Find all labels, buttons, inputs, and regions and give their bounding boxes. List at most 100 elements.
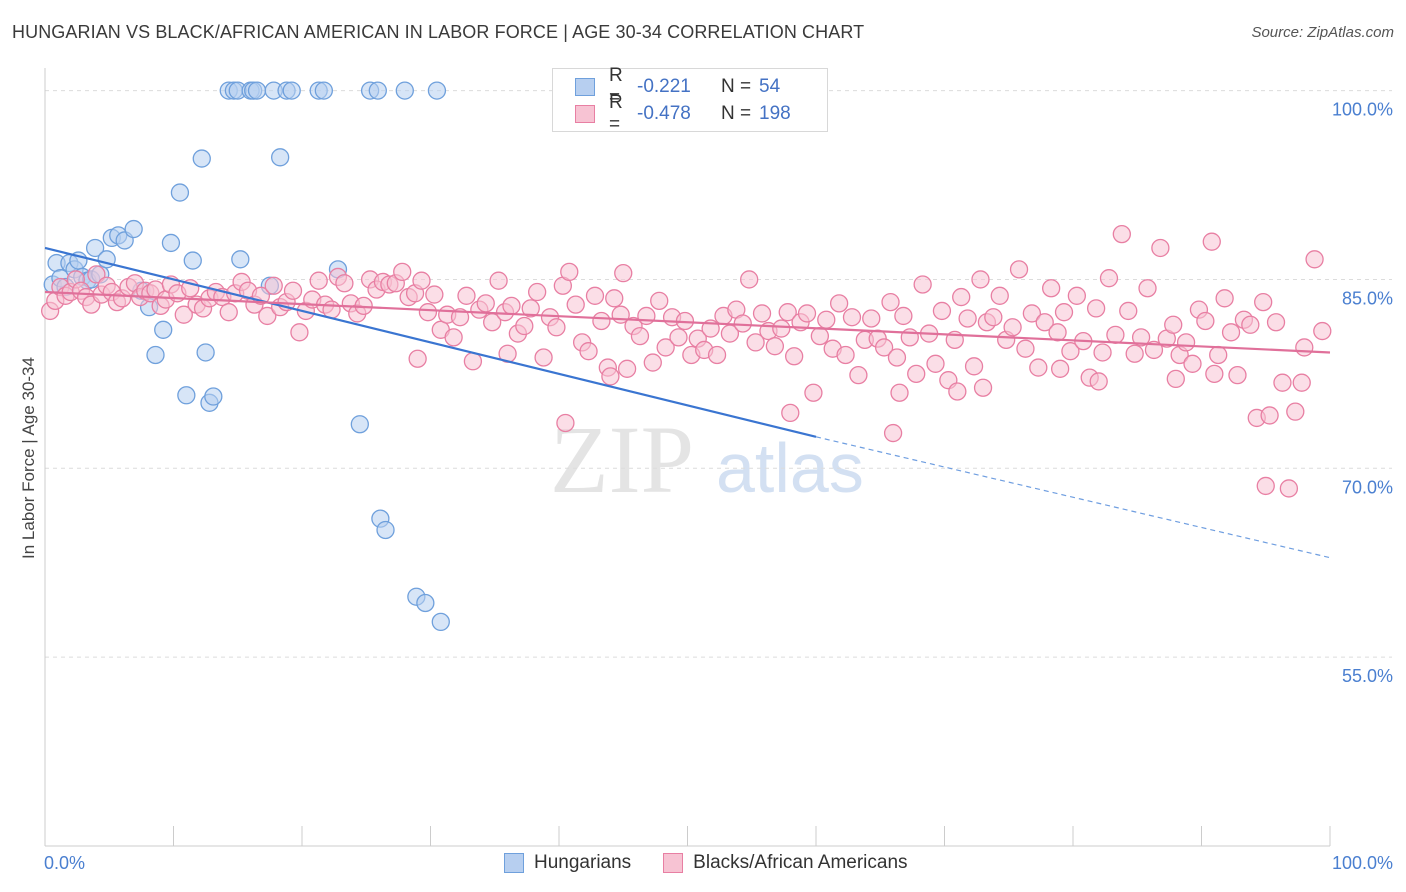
- point-blacks: [887, 348, 907, 367]
- legend-swatch-hungarians: [575, 78, 595, 96]
- point-blacks: [614, 263, 633, 283]
- point-blacks: [1093, 343, 1112, 362]
- legend-r-value: -0.221: [637, 76, 691, 97]
- point-blacks: [1099, 269, 1119, 288]
- point-blacks: [1048, 323, 1067, 342]
- point-blacks: [1151, 238, 1170, 258]
- point-hungarians: [376, 520, 395, 540]
- legend-n-label: N =: [721, 76, 752, 97]
- point-blacks: [883, 423, 903, 443]
- point-hungarians: [85, 238, 105, 258]
- point-blacks: [752, 304, 772, 323]
- trend-lines: [44, 246, 1331, 559]
- point-blacks: [952, 287, 971, 307]
- point-blacks: [1292, 373, 1311, 392]
- point-blacks: [637, 306, 656, 326]
- point-blacks: [579, 342, 598, 361]
- point-hungarians: [350, 415, 369, 434]
- point-blacks: [444, 328, 463, 347]
- grid-lines: [45, 90, 1392, 658]
- point-blacks: [913, 275, 932, 294]
- point-blacks: [1164, 315, 1183, 334]
- point-blacks: [810, 326, 830, 346]
- point-hungarians: [231, 250, 250, 269]
- point-blacks: [1089, 372, 1108, 391]
- point-blacks: [457, 286, 476, 305]
- point-hungarians: [183, 251, 202, 270]
- point-blacks: [958, 309, 977, 328]
- legend-swatch-blacks: [663, 853, 684, 873]
- point-blacks: [585, 286, 605, 305]
- point-blacks: [1256, 476, 1275, 496]
- point-hungarians: [146, 345, 165, 365]
- point-blacks: [476, 294, 495, 313]
- point-blacks: [566, 295, 585, 314]
- point-blacks: [1042, 279, 1061, 298]
- point-blacks: [408, 349, 427, 368]
- point-blacks: [1016, 339, 1035, 358]
- y-axis-title: In Labor Force | Age 30-34: [19, 357, 38, 559]
- point-blacks: [973, 378, 993, 397]
- point-blacks: [1209, 345, 1228, 365]
- point-blacks: [528, 282, 547, 302]
- point-blacks: [1260, 406, 1279, 425]
- point-blacks: [425, 285, 444, 304]
- point-blacks: [412, 271, 431, 290]
- legend-item-blacks[interactable]: Blacks/African Americans: [663, 852, 908, 874]
- trend-line-blacks: [44, 290, 1331, 354]
- point-blacks: [643, 353, 662, 372]
- point-blacks: [617, 359, 637, 378]
- y-tick-label: 85.0%: [1342, 288, 1393, 308]
- point-hungarians: [314, 81, 333, 100]
- point-blacks: [1215, 289, 1234, 308]
- point-hungarians: [177, 386, 196, 405]
- point-blacks: [515, 316, 534, 336]
- point-blacks: [1029, 358, 1048, 377]
- point-blacks: [836, 345, 855, 365]
- legend-r-label: R =: [609, 65, 623, 108]
- point-blacks: [630, 326, 650, 346]
- point-blacks: [1035, 313, 1054, 332]
- point-hungarians: [170, 183, 190, 202]
- point-hungarians: [431, 612, 450, 632]
- point-blacks: [547, 318, 566, 337]
- point-hungarians: [154, 320, 173, 339]
- point-blacks: [1086, 299, 1106, 318]
- point-hungarians: [161, 233, 181, 253]
- point-blacks: [1061, 342, 1080, 361]
- point-hungarians: [271, 148, 290, 167]
- point-blacks: [890, 383, 909, 402]
- legend-label-blacks: Blacks/African Americans: [693, 852, 908, 873]
- point-blacks: [1279, 479, 1299, 498]
- source-label: Source: ZipAtlas.com: [1251, 24, 1394, 41]
- point-blacks: [932, 301, 952, 321]
- point-hungarians: [368, 81, 387, 100]
- point-blacks: [740, 270, 759, 289]
- point-blacks: [785, 347, 804, 366]
- point-hungarians: [282, 81, 301, 100]
- point-blacks: [335, 274, 354, 293]
- trend-line-hungarians-extension: [815, 436, 1331, 559]
- point-blacks: [656, 338, 675, 357]
- legend-item-hungarians[interactable]: Hungarians: [504, 852, 631, 874]
- legend-n-value: 198: [759, 103, 791, 124]
- point-blacks: [290, 323, 309, 342]
- trend-line-hungarians: [44, 246, 817, 438]
- legend-row-hungarians: R = -0.221 N = 54: [575, 65, 780, 108]
- point-hungarians: [192, 149, 211, 168]
- y-tick-label: 100.0%: [1332, 100, 1393, 120]
- point-blacks: [534, 348, 553, 367]
- point-blacks: [907, 364, 926, 384]
- point-blacks: [990, 286, 1009, 305]
- legend-swatch-hungarians: [504, 853, 524, 873]
- point-blacks: [849, 365, 868, 385]
- point-hungarians: [204, 387, 223, 406]
- point-blacks: [1022, 304, 1042, 323]
- point-blacks: [418, 303, 438, 322]
- point-blacks: [874, 338, 894, 357]
- point-blacks: [765, 337, 785, 356]
- point-blacks: [1176, 333, 1196, 352]
- point-blacks: [1003, 318, 1022, 337]
- point-blacks: [746, 333, 765, 352]
- point-blacks: [1286, 402, 1305, 421]
